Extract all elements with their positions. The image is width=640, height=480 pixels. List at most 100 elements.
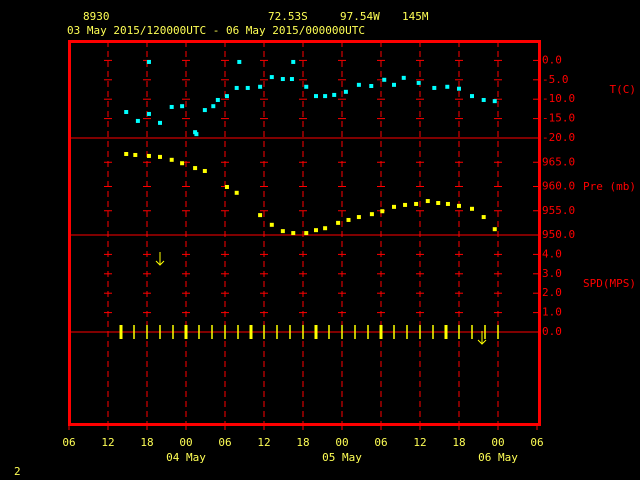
x-tick-label: 06 bbox=[530, 436, 543, 449]
point bbox=[237, 59, 242, 64]
point bbox=[180, 104, 185, 109]
point bbox=[332, 92, 337, 97]
y-tick-label: 955.0 bbox=[542, 204, 575, 217]
point bbox=[202, 168, 207, 173]
point bbox=[224, 94, 229, 99]
y-tick-label: 3.0 bbox=[542, 267, 562, 280]
point bbox=[193, 166, 198, 171]
y-tick-label: 965.0 bbox=[542, 155, 575, 168]
point bbox=[323, 94, 328, 99]
y-tick-label: 950.0 bbox=[542, 228, 575, 241]
marks bbox=[119, 59, 499, 339]
point bbox=[280, 77, 285, 82]
date-label: 06 May bbox=[478, 451, 518, 464]
x-tick-label: 06 bbox=[374, 436, 387, 449]
y-tick-label: 1.0 bbox=[542, 306, 562, 319]
y-tick-label: 2.0 bbox=[542, 286, 562, 299]
point bbox=[291, 59, 296, 64]
point bbox=[356, 82, 361, 87]
y-tick-label: -15.0 bbox=[542, 112, 575, 125]
y-tick-label: -20.0 bbox=[542, 131, 575, 144]
point bbox=[258, 84, 263, 89]
point bbox=[343, 89, 348, 94]
latitude: 72.53S bbox=[268, 10, 308, 23]
longitude: 97.54W bbox=[340, 10, 380, 23]
point bbox=[457, 86, 461, 91]
frame bbox=[68, 40, 541, 426]
point bbox=[146, 111, 151, 116]
point bbox=[314, 94, 318, 99]
point bbox=[146, 59, 151, 64]
point bbox=[133, 152, 138, 157]
point bbox=[380, 209, 385, 214]
point bbox=[124, 152, 129, 157]
wind-arrow bbox=[477, 331, 487, 345]
point bbox=[146, 153, 151, 158]
station-id: 8930 bbox=[83, 10, 110, 23]
x-tick-label: 18 bbox=[140, 436, 153, 449]
point bbox=[135, 118, 140, 123]
point bbox=[382, 77, 387, 82]
point bbox=[445, 201, 450, 206]
x-tick-label: 18 bbox=[296, 436, 309, 449]
point bbox=[169, 157, 174, 162]
point bbox=[158, 120, 162, 125]
wind-arrow bbox=[155, 252, 165, 266]
point bbox=[369, 212, 374, 217]
point bbox=[194, 132, 199, 137]
y-tick-label: 4.0 bbox=[542, 247, 562, 260]
y-tick-label: 960.0 bbox=[542, 180, 575, 193]
point bbox=[457, 203, 461, 208]
point bbox=[234, 85, 239, 90]
point bbox=[224, 184, 229, 189]
point bbox=[180, 161, 185, 166]
point bbox=[481, 97, 486, 102]
point bbox=[403, 202, 408, 207]
page-number: 2 bbox=[14, 465, 21, 478]
point bbox=[245, 85, 250, 90]
x-tick-label: 12 bbox=[257, 436, 270, 449]
point bbox=[492, 227, 497, 232]
point bbox=[470, 206, 474, 211]
y-tick-label: -5.0 bbox=[542, 73, 569, 86]
point bbox=[258, 213, 263, 218]
point bbox=[202, 108, 207, 113]
y-axis-label: SPD(MPS) bbox=[583, 277, 636, 290]
point bbox=[416, 80, 421, 85]
x-tick-label: 06 bbox=[62, 436, 75, 449]
point bbox=[481, 215, 486, 220]
y-axis-label: Pre (mb) bbox=[583, 180, 636, 193]
date-label: 05 May bbox=[322, 451, 362, 464]
point bbox=[304, 84, 309, 89]
point bbox=[336, 220, 341, 225]
x-tick-label: 00 bbox=[335, 436, 348, 449]
x-tick-label: 06 bbox=[218, 436, 231, 449]
point bbox=[291, 231, 296, 236]
point bbox=[369, 84, 374, 89]
point bbox=[314, 228, 318, 233]
point bbox=[470, 94, 474, 99]
grid: 06 12 18 00 06 12 18 00 06 12 18 00 06 04 May 05 May 06… bbox=[62, 41, 636, 464]
point bbox=[280, 229, 285, 234]
y-tick-label: 0.0 bbox=[542, 53, 562, 66]
point bbox=[392, 204, 396, 209]
point bbox=[289, 77, 294, 82]
point bbox=[492, 99, 497, 104]
point bbox=[445, 84, 450, 89]
point bbox=[215, 97, 220, 102]
point bbox=[414, 201, 419, 206]
y-tick-label: -10.0 bbox=[542, 92, 575, 105]
point bbox=[401, 75, 406, 80]
point bbox=[346, 217, 351, 222]
point bbox=[211, 104, 216, 109]
period: 03 May 2015/120000UTC - 06 May 2015/0000… bbox=[67, 24, 365, 37]
point bbox=[304, 231, 309, 236]
point bbox=[356, 215, 361, 220]
x-tick-label: 12 bbox=[101, 436, 114, 449]
point bbox=[169, 104, 174, 109]
point bbox=[269, 75, 274, 80]
y-tick-label: 0.0 bbox=[542, 325, 562, 338]
x-tick-label: 12 bbox=[413, 436, 426, 449]
